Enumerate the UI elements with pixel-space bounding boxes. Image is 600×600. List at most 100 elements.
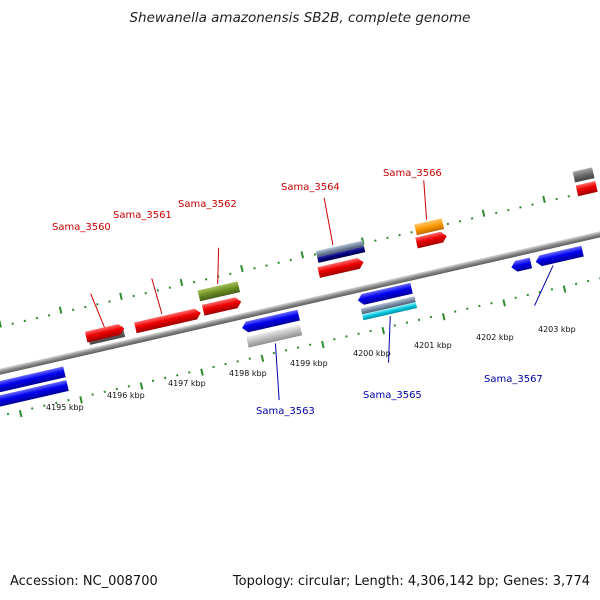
lower-ruler-minor-tick: [91, 393, 94, 396]
leader-sama-3563: [274, 343, 280, 401]
upper-ruler-minor-tick: [495, 211, 498, 215]
lower-ruler-minor-tick: [393, 324, 396, 327]
label-sama-3567: Sama_3567: [484, 374, 543, 385]
ruler-label-4199: 4199 kbp: [290, 359, 328, 368]
feature-navy-3564[interactable]: [317, 246, 366, 263]
upper-ruler-minor-tick: [531, 203, 534, 206]
label-sama-3564: Sama_3564: [281, 182, 340, 193]
lower-ruler-minor-tick: [417, 318, 421, 322]
lower-ruler-minor-tick: [514, 296, 517, 299]
backbone-line: [0, 215, 600, 391]
upper-ruler-minor-tick: [470, 217, 474, 220]
lower-ruler-minor-tick: [188, 371, 191, 374]
lower-ruler-minor-tick: [224, 362, 227, 366]
lower-ruler-major-tick: [321, 340, 325, 349]
lower-ruler-minor-tick: [454, 310, 457, 313]
gene-sama-3566[interactable]: [415, 231, 448, 249]
ruler-label-4195: 4195 kbp: [46, 403, 84, 412]
lower-ruler-minor-tick: [272, 351, 276, 355]
gene-blue-left-2[interactable]: [0, 380, 69, 410]
gene-sama-3561[interactable]: [134, 308, 202, 334]
lower-ruler-minor-tick: [490, 302, 493, 305]
lower-ruler-minor-tick: [6, 412, 10, 416]
gene-sama-3567-small[interactable]: [510, 257, 533, 273]
gene-red-edge[interactable]: [575, 181, 598, 197]
feature-steel-3564[interactable]: [315, 240, 364, 258]
upper-ruler-minor-tick: [277, 261, 280, 264]
ruler-label-4200: 4200 kbp: [353, 349, 391, 358]
upper-ruler-minor-tick: [23, 319, 27, 323]
gene-sama-3562[interactable]: [201, 296, 242, 316]
genome-title: Shewanella amazonensis SB2B, complete ge…: [129, 10, 471, 26]
upper-ruler-major-tick: [179, 278, 184, 287]
upper-ruler-major-tick: [481, 209, 486, 217]
gene-sama-3564[interactable]: [317, 257, 364, 278]
lower-ruler-minor-tick: [103, 390, 106, 394]
lower-ruler-minor-tick: [30, 407, 34, 410]
gene-sama-3567[interactable]: [535, 245, 584, 267]
label-sama-3562: Sama_3562: [178, 199, 237, 210]
upper-ruler-minor-tick: [71, 308, 75, 312]
lower-ruler-minor-tick: [236, 360, 239, 363]
upper-ruler-minor-tick: [144, 291, 147, 295]
feature-cyan-3565[interactable]: [362, 302, 418, 321]
label-sama-3563: Sama_3563: [256, 406, 315, 417]
lower-ruler-minor-tick: [345, 335, 348, 338]
lower-ruler-minor-tick: [248, 357, 251, 360]
upper-ruler-major-tick: [300, 251, 305, 259]
upper-ruler-major-tick: [240, 264, 244, 273]
upper-ruler-minor-tick: [156, 289, 160, 292]
leader-sama-3567: [534, 265, 554, 306]
lower-ruler-minor-tick: [284, 349, 288, 352]
leader-sama-3562: [217, 247, 220, 284]
lower-ruler-minor-tick: [466, 307, 469, 310]
feature-olive-3562[interactable]: [197, 281, 241, 302]
upper-ruler-minor-tick: [289, 258, 292, 262]
label-sama-3565: Sama_3565: [363, 390, 422, 401]
topology-text: Topology: circular; Length: 4,306,142 bp…: [232, 574, 590, 589]
lower-ruler-minor-tick: [369, 329, 372, 333]
upper-ruler-minor-tick: [35, 316, 39, 320]
lower-ruler-minor-tick: [43, 404, 46, 407]
lower-ruler-minor-tick: [176, 374, 179, 377]
lower-ruler-minor-tick: [296, 346, 300, 349]
label-sama-3561: Sama_3561: [113, 210, 172, 221]
leader-sama-3565: [388, 316, 391, 363]
lower-ruler-major-tick: [381, 326, 386, 335]
feature-gray-edge[interactable]: [572, 167, 595, 183]
ruler-label-4198: 4198 kbp: [229, 369, 267, 378]
feature-lightgray-3563[interactable]: [246, 324, 303, 348]
lower-ruler-minor-tick: [55, 401, 58, 405]
feature-orange-3566[interactable]: [414, 218, 445, 236]
lower-ruler-major-tick: [139, 382, 144, 390]
upper-ruler-major-tick: [542, 195, 546, 204]
upper-ruler-minor-tick: [168, 286, 172, 289]
upper-ruler-major-tick: [0, 320, 2, 328]
gene-sama-3560[interactable]: [84, 323, 125, 343]
lower-ruler-minor-tick: [478, 304, 481, 308]
upper-ruler-minor-tick: [11, 322, 14, 325]
genome-track: [0, 167, 600, 418]
lower-ruler-major-tick: [441, 313, 446, 321]
ruler-label-4197: 4197 kbp: [168, 379, 206, 388]
gene-sama-3565-blue[interactable]: [357, 282, 413, 306]
upper-ruler-minor-tick: [47, 314, 51, 317]
lower-ruler-minor-tick: [586, 279, 590, 283]
upper-ruler-minor-tick: [253, 267, 256, 270]
upper-ruler-minor-tick: [265, 264, 268, 267]
lower-ruler-minor-tick: [163, 376, 167, 380]
upper-ruler-minor-tick: [96, 303, 99, 306]
lower-ruler-minor-tick: [127, 385, 131, 388]
upper-ruler-minor-tick: [410, 231, 413, 234]
feature-steel-3565[interactable]: [360, 296, 416, 315]
lower-ruler-minor-tick: [212, 365, 215, 369]
leader-sama-3564: [323, 197, 334, 246]
gene-sama-3563[interactable]: [241, 309, 300, 334]
lower-ruler-minor-tick: [115, 387, 118, 391]
gene-blue-left-1[interactable]: [0, 366, 66, 396]
lower-ruler-minor-tick: [550, 288, 554, 291]
upper-ruler-major-tick: [58, 306, 63, 314]
lower-ruler-minor-tick: [333, 338, 336, 341]
lower-ruler: [6, 277, 600, 418]
